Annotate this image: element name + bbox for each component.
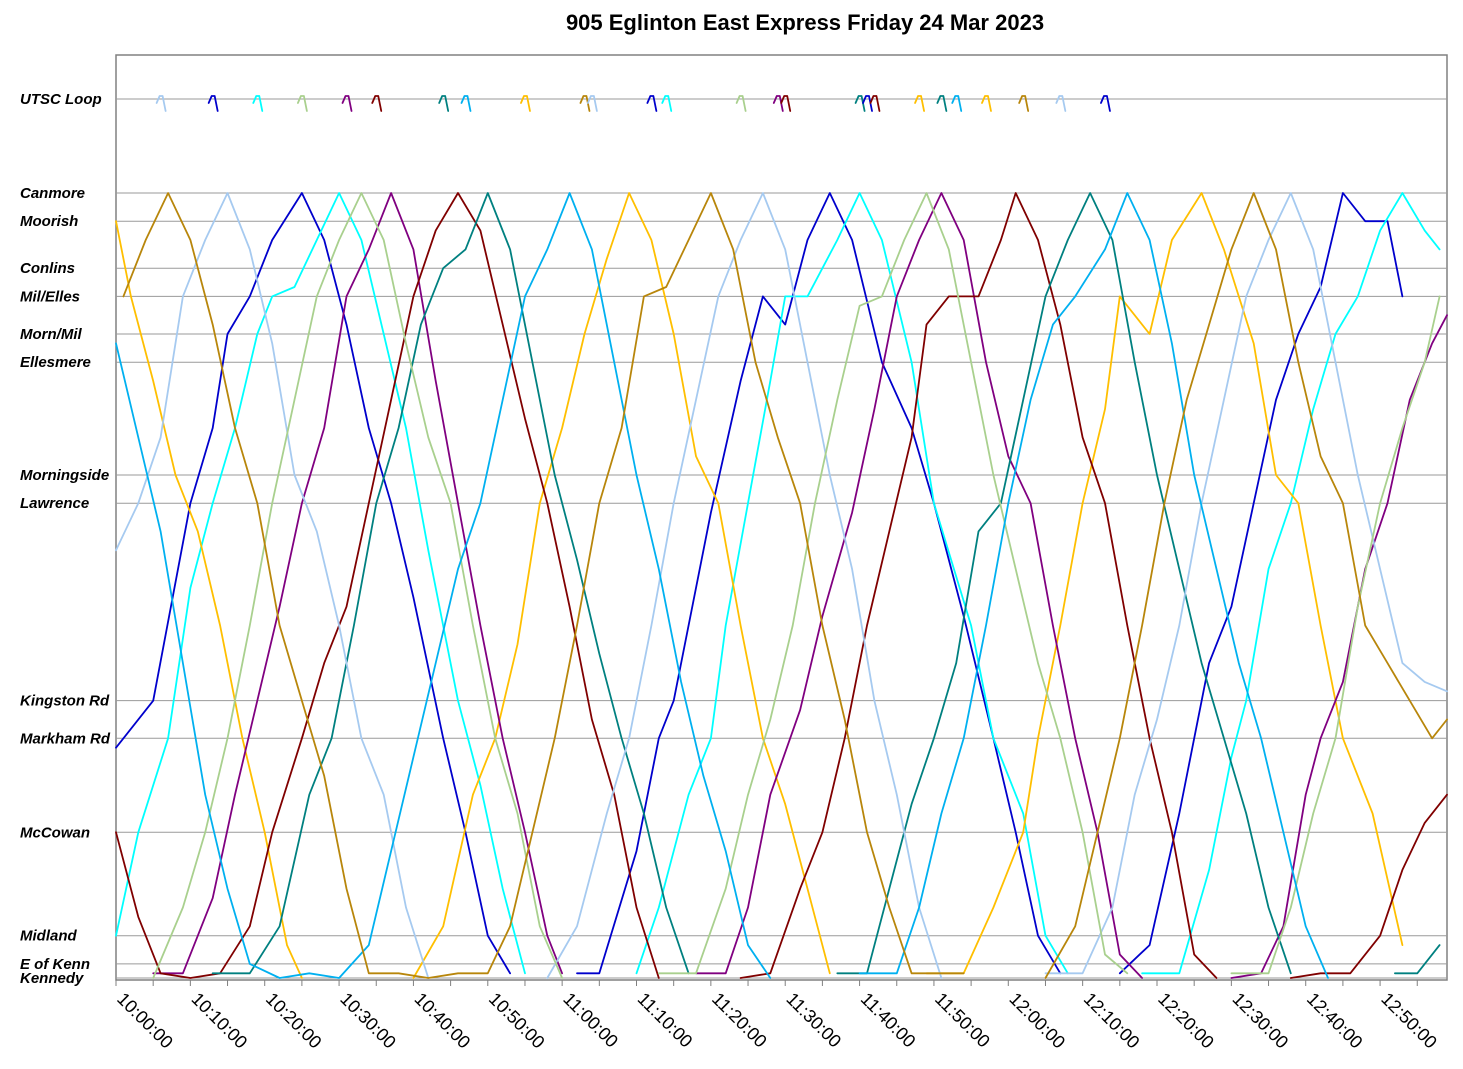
loop-mark-10 [586, 95, 598, 112]
bus-trace-6 [115, 220, 303, 979]
bus-trace-9 [152, 192, 563, 975]
loop-mark-3 [296, 95, 308, 112]
loop-mark-7 [460, 95, 472, 112]
stop-label: Kennedy [20, 970, 84, 987]
bus-trace-27 [1044, 192, 1448, 979]
bus-trace-11 [1230, 314, 1448, 979]
bus-trace-24 [115, 192, 772, 979]
loop-mark-13 [735, 95, 747, 112]
bus-trace-1 [576, 192, 1062, 975]
bus-trace-25 [858, 192, 1329, 979]
bus-trace-7 [412, 192, 831, 979]
x-tick-label: 10:00:00 [113, 989, 177, 1053]
loop-mark-25 [1100, 95, 1111, 112]
x-tick-label: 10:30:00 [336, 989, 400, 1053]
x-tick-label: 11:20:00 [708, 989, 771, 1052]
x-tick-label: 11:10:00 [634, 989, 697, 1052]
bus-trace-14 [1289, 793, 1448, 979]
loop-mark-21 [951, 95, 963, 112]
loop-mark-22 [981, 95, 992, 112]
chart-title: 905 Eglinton East Express Friday 24 Mar … [566, 10, 1044, 35]
loop-mark-19 [914, 95, 925, 112]
loop-mark-24 [1055, 95, 1067, 112]
x-tick-label: 10:40:00 [411, 989, 475, 1053]
x-tick-label: 11:40:00 [857, 989, 920, 1052]
bus-trace-4 [635, 192, 1069, 975]
stop-label: Canmore [20, 185, 85, 202]
bus-trace-20 [1044, 192, 1448, 975]
loop-mark-6 [438, 95, 450, 112]
loop-mark-0 [155, 95, 167, 112]
loop-mark-1 [207, 95, 219, 112]
x-tick-label: 12:20:00 [1154, 989, 1218, 1053]
bus-trace-26 [122, 192, 965, 979]
loop-mark-4 [341, 95, 353, 112]
x-tick-label: 12:40:00 [1303, 989, 1367, 1053]
loop-mark-11 [646, 95, 658, 112]
stop-label: Morn/Mil [20, 326, 82, 343]
x-tick-label: 10:50:00 [485, 989, 549, 1053]
bus-traces [115, 192, 1448, 979]
loop-traces [155, 95, 1111, 112]
loop-mark-5 [371, 95, 383, 112]
stop-label: McCowan [20, 824, 90, 841]
stop-label: Ellesmere [20, 354, 91, 371]
loop-mark-18 [869, 95, 881, 112]
bus-trace-10 [695, 192, 1143, 979]
stop-label: Morningside [20, 467, 109, 484]
x-axis-ticks: 10:00:00 10:10:00 10:20:00 10:30:00 10:40:00… [113, 980, 1441, 1052]
stop-label: UTSC Loop [20, 91, 102, 108]
stop-label: Moorish [20, 213, 78, 230]
loop-mark-20 [936, 95, 948, 112]
x-tick-label: 12:10:00 [1080, 989, 1144, 1053]
loop-mark-8 [520, 95, 531, 112]
bus-trace-19 [546, 192, 943, 979]
x-tick-label: 11:00:00 [559, 989, 622, 1052]
loop-mark-12 [661, 95, 673, 112]
bus-trace-18 [115, 192, 430, 979]
loop-mark-2 [252, 95, 264, 112]
x-tick-label: 12:30:00 [1229, 989, 1293, 1053]
x-tick-label: 10:10:00 [188, 989, 252, 1053]
stop-label: E of Kenn [20, 956, 90, 973]
bus-trace-16 [836, 192, 1292, 975]
bus-trace-13 [739, 192, 1218, 979]
bus-trace-3 [115, 192, 526, 975]
x-tick-label: 10:20:00 [262, 989, 326, 1053]
stop-label: Kingston Rd [20, 693, 110, 710]
bus-trace-23 [1230, 295, 1441, 975]
stop-label: Conlins [20, 260, 75, 277]
plot-area [115, 54, 1448, 981]
stop-label: Lawrence [20, 495, 89, 512]
loop-mark-23 [1018, 95, 1030, 112]
bus-trace-21 [152, 192, 563, 979]
bus-trace-22 [657, 192, 1129, 975]
bus-trace-5 [1141, 192, 1441, 975]
bus-trace-17 [1394, 944, 1441, 975]
loop-mark-15 [780, 95, 792, 112]
stop-labels: UTSC Loop Canmore Moorish Conlins Mil/Elles M… [20, 91, 111, 987]
x-tick-label: 11:30:00 [782, 989, 845, 1052]
bus-trace-0 [115, 192, 511, 975]
bus-trace-15 [211, 192, 690, 975]
bus-trace-2 [1118, 192, 1404, 975]
x-tick-label: 12:50:00 [1377, 989, 1441, 1053]
stop-label: Markham Rd [20, 730, 111, 747]
stop-label: Midland [20, 928, 77, 945]
x-tick-label: 11:50:00 [931, 989, 994, 1052]
stop-label: Mil/Elles [20, 288, 80, 305]
x-tick-label: 12:00:00 [1005, 989, 1069, 1053]
bus-trace-8 [925, 192, 1404, 975]
grid-lines [116, 98, 1447, 979]
